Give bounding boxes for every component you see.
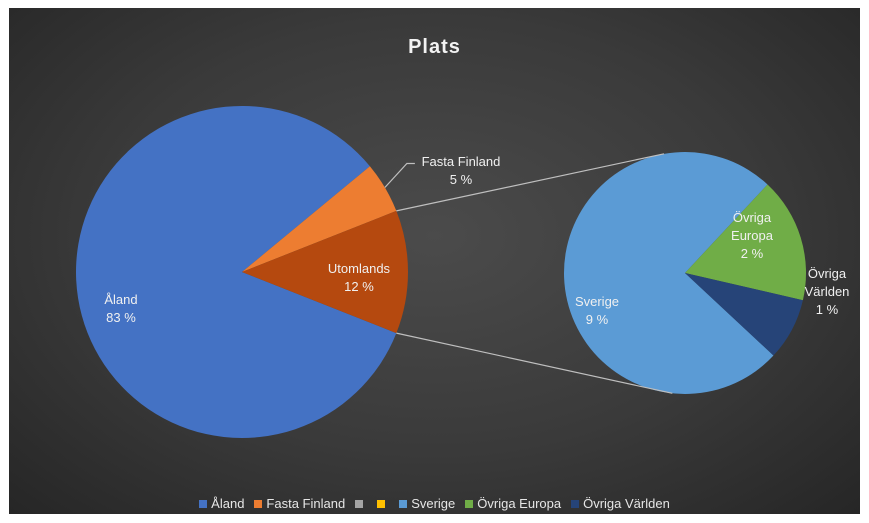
label-fasta-finland: Fasta Finland 5 % (422, 154, 501, 187)
slice-utomlands (242, 210, 409, 334)
legend-label: Sverige (411, 496, 456, 511)
legend-swatch (355, 500, 364, 508)
label-utomlands: Utomlands 12 % (328, 261, 391, 294)
secondary-label-ovriga-europa: Övriga Europa 2 % (731, 210, 774, 261)
legend-swatch (465, 500, 474, 508)
secondary-label-ovriga-varlden: Övriga Världen 1 % (805, 266, 850, 317)
secondary-label-sverige: Sverige 9 % (575, 294, 619, 327)
legend-item-sverige: Sverige (399, 496, 455, 511)
legend-swatch (199, 500, 208, 508)
legend-swatch (377, 500, 386, 508)
legend-item-ovriga-varlden: Övriga Världen (571, 496, 670, 511)
secondary-slice-sverige (563, 151, 774, 394)
legend-swatch (399, 500, 408, 508)
legend-swatch (571, 500, 580, 508)
secondary-slice-ovriga-varlden (685, 273, 803, 356)
secondary-slice-ovriga-europa (685, 184, 806, 301)
legend-item-ovriga-europa: Övriga Europa (465, 496, 561, 511)
legend-item-unnamed-2 (355, 496, 367, 511)
label-aland: Åland 83 % (104, 292, 137, 325)
legend-label: Åland (211, 496, 245, 511)
legend-item-fasta-finland: Fasta Finland (254, 496, 345, 511)
slice-fasta-finland (242, 166, 397, 272)
legend-swatch (254, 500, 263, 508)
chart-area: Plats Åland 83 % Fasta Finland 5 % Utomlands… (9, 8, 860, 514)
legend: Åland Fasta Finland Sverige Övriga Europa Öv… (9, 496, 860, 511)
legend-item-unnamed-3 (377, 496, 389, 511)
connector-line-bottom (396, 332, 673, 394)
connector-line-top (396, 153, 665, 212)
legend-item-aland: Åland (199, 496, 244, 511)
legend-label: Fasta Finland (266, 496, 346, 511)
chart-title: Plats (408, 36, 461, 58)
legend-label: Övriga Världen (583, 496, 670, 511)
legend-label: Övriga Europa (477, 496, 562, 511)
slice-aland (76, 105, 397, 438)
pie-of-pie-chart: Åland 83 % Fasta Finland 5 % Utomlands 12 % Sv… (76, 105, 850, 438)
leader-line-fasta-finland (384, 162, 415, 188)
